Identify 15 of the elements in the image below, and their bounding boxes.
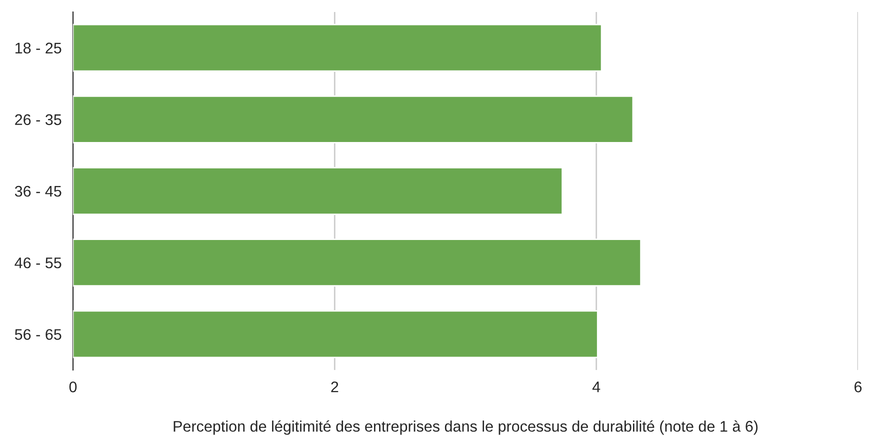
x-tick-label: 2 [331,382,338,392]
bar [73,310,598,358]
x-axis-title: Perception de légitimité des entreprises dans le processus de durabilité (note de 1 à 6) [174,420,758,435]
x-tick-label: 4 [592,382,600,392]
bar [73,95,634,144]
bar [73,24,602,72]
y-tick-label: 26 - 35 [15,114,62,126]
y-tick-label: 36 - 45 [14,186,62,197]
y-tick-label: 18 - 25 [15,42,62,54]
y-tick-label: 46 - 55 [14,257,62,268]
bar [73,167,564,215]
y-tick-label: 56 - 65 [14,329,62,340]
x-tick-label: 6 [854,382,862,392]
bar [73,238,642,287]
x-tick-label: 0 [69,382,77,392]
